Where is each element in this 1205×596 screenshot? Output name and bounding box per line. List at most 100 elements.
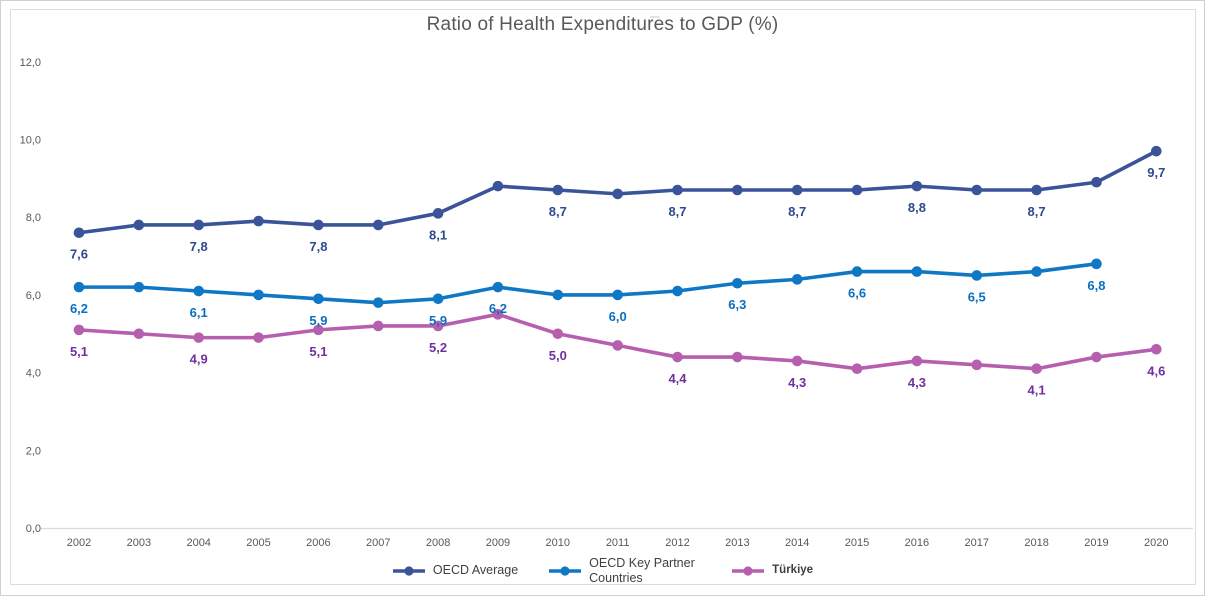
data-point-oecd-key-partner-countries: [492, 281, 504, 293]
y-tick-label: 4,0: [26, 368, 41, 380]
y-tick-label: 8,0: [26, 212, 41, 224]
data-point-turkiye: [552, 328, 564, 340]
data-point-oecd-average: [313, 219, 324, 231]
data-point-oecd-average: [193, 219, 204, 231]
x-tick-label: 2020: [1144, 537, 1168, 549]
data-point-turkiye: [612, 340, 623, 351]
data-point-turkiye: [193, 332, 204, 343]
data-point-oecd-key-partner-countries: [73, 281, 85, 293]
data-label-turkiye: 5,0: [549, 348, 567, 363]
data-label-oecd-key-partner-countries: 5,9: [429, 313, 447, 328]
data-point-oecd-key-partner-countries: [193, 285, 204, 297]
data-point-oecd-average: [911, 180, 923, 192]
data-label-oecd-average: 8,7: [549, 204, 567, 219]
data-label-turkiye: 5,1: [309, 344, 327, 359]
data-point-oecd-average: [612, 188, 623, 200]
legend-item-turkiye: Türkiye: [731, 564, 813, 577]
series-line-oecd-key-partner-countries: [77, 262, 1099, 305]
y-tick-label: 6,0: [26, 290, 41, 302]
x-tick-label: 2005: [246, 537, 270, 549]
legend-label-oecd-average: OECD Average: [432, 563, 519, 578]
data-point-turkiye: [1151, 343, 1162, 355]
data-point-oecd-average: [372, 219, 384, 231]
data-point-oecd-key-partner-countries: [372, 297, 384, 308]
data-point-oecd-average: [672, 184, 683, 196]
data-label-turkiye: 4,6: [1147, 363, 1165, 378]
data-point-turkiye: [911, 355, 923, 367]
data-point-oecd-average: [1091, 176, 1102, 188]
x-tick-label: 2014: [785, 537, 809, 549]
artifact-dash: [650, 16, 660, 18]
data-label-turkiye: 4,9: [190, 352, 208, 367]
x-tick-label: 2003: [127, 537, 151, 549]
legend-marker-oecd-average: [392, 566, 425, 576]
data-point-turkiye: [133, 328, 145, 340]
legend-marker-oecd-key-partner-countries: [549, 566, 582, 576]
data-point-oecd-key-partner-countries: [612, 289, 623, 301]
data-point-turkiye: [851, 363, 863, 375]
x-tick-label: 2019: [1084, 537, 1108, 549]
data-label-oecd-key-partner-countries: 6,1: [190, 305, 208, 320]
legend-label-oecd-key-partner-countries: OECD Key Partner Countries: [589, 556, 695, 585]
x-tick-label: 2013: [725, 537, 749, 549]
data-point-oecd-key-partner-countries: [552, 289, 564, 301]
data-point-oecd-key-partner-countries: [851, 266, 863, 277]
x-tick-label: 2007: [366, 537, 390, 549]
x-tick-label: 2015: [845, 537, 869, 549]
data-point-oecd-key-partner-countries: [971, 270, 983, 281]
chart-title: Ratio of Health Expenditures to GDP (%): [426, 14, 779, 35]
legend-label-turkiye: Türkiye: [772, 564, 814, 577]
data-point-turkiye: [313, 324, 324, 336]
x-tick-label: 2017: [965, 537, 989, 549]
data-label-oecd-average: 8,7: [1028, 204, 1046, 219]
data-point-oecd-average: [73, 227, 85, 239]
data-point-oecd-average: [1151, 145, 1162, 157]
x-tick-label: 2002: [67, 537, 91, 549]
data-point-oecd-key-partner-countries: [791, 274, 803, 285]
data-label-turkiye: 4,3: [908, 375, 926, 390]
data-point-turkiye: [971, 359, 983, 371]
data-label-oecd-key-partner-countries: 6,5: [968, 289, 986, 304]
data-label-turkiye: 4,4: [668, 371, 687, 386]
x-tick-label: 2004: [186, 537, 210, 549]
data-label-oecd-average: 8,7: [788, 204, 806, 219]
data-label-oecd-average: 7,8: [190, 239, 208, 254]
data-label-oecd-key-partner-countries: 6,2: [489, 301, 507, 316]
data-point-turkiye: [1091, 351, 1102, 363]
data-point-oecd-average: [732, 184, 743, 196]
data-label-oecd-average: 8,1: [429, 227, 447, 242]
data-label-turkiye: 4,1: [1028, 383, 1046, 398]
data-point-oecd-average: [253, 215, 264, 227]
x-tick-label: 2009: [486, 537, 510, 549]
data-point-turkiye: [732, 351, 743, 363]
legend-marker-turkiye: [732, 566, 765, 576]
data-point-oecd-key-partner-countries: [432, 293, 444, 305]
data-label-oecd-average: 7,6: [70, 247, 88, 262]
data-label-oecd-key-partner-countries: 5,9: [309, 313, 327, 328]
data-point-turkiye: [253, 332, 264, 343]
data-point-oecd-key-partner-countries: [1031, 266, 1042, 277]
legend-item-oecd-average: OECD Average: [392, 563, 518, 577]
x-tick-label: 2011: [606, 537, 630, 549]
y-tick-label: 0,0: [26, 523, 41, 535]
data-label-turkiye: 5,1: [70, 344, 88, 359]
data-point-oecd-key-partner-countries: [1091, 258, 1102, 270]
data-point-oecd-key-partner-countries: [732, 277, 743, 289]
data-point-turkiye: [492, 309, 504, 320]
data-label-oecd-average: 8,8: [908, 200, 926, 215]
data-point-oecd-key-partner-countries: [672, 285, 683, 297]
data-point-oecd-key-partner-countries: [313, 293, 324, 305]
data-point-oecd-average: [851, 184, 863, 196]
data-point-turkiye: [73, 324, 85, 336]
data-label-oecd-average: 7,8: [309, 239, 327, 254]
data-point-oecd-average: [1031, 184, 1042, 196]
data-point-oecd-average: [791, 184, 803, 196]
x-tick-label: 2016: [905, 537, 929, 549]
data-point-oecd-average: [971, 184, 983, 196]
data-point-oecd-average: [133, 219, 145, 231]
data-label-oecd-key-partner-countries: 6,3: [728, 297, 746, 312]
data-label-oecd-average: 8,7: [668, 204, 686, 219]
y-tick-label: 2,0: [26, 445, 41, 457]
